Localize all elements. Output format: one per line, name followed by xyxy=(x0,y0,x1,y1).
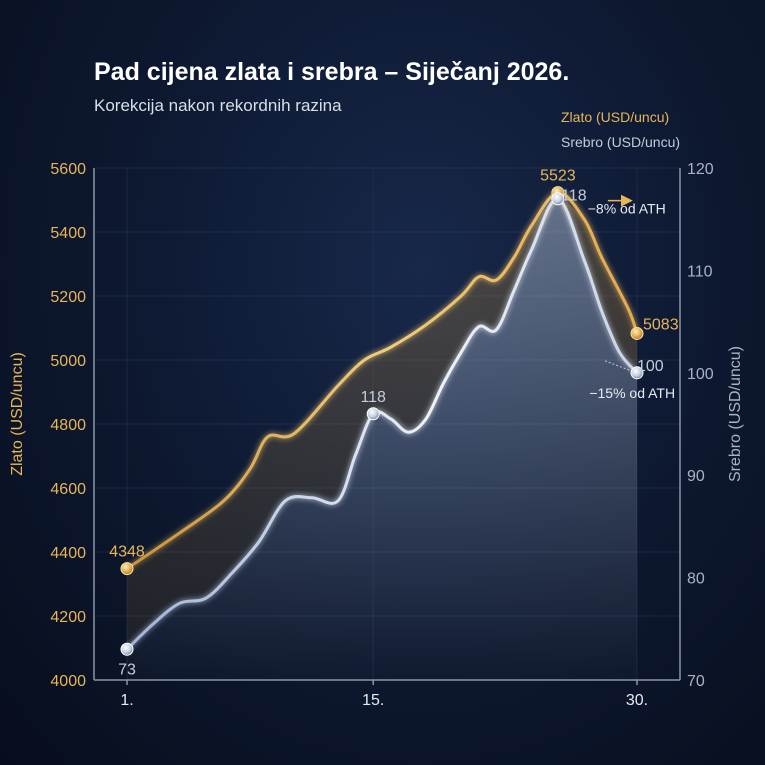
gold-ath-annotation: −8% od ATH xyxy=(588,201,666,217)
gold-point-label: 4348 xyxy=(109,544,145,561)
y-left-tick-label: 5400 xyxy=(50,225,86,242)
chart-title: Pad cijena zlata i srebra – Siječanj 202… xyxy=(94,58,570,86)
y-left-axis-title: Zlato (USD/uncu) xyxy=(9,352,26,476)
silver-point-label: 100 xyxy=(637,358,664,375)
spread-band-area xyxy=(127,194,637,650)
silver-point-marker xyxy=(630,366,644,380)
y-right-tick-label: 90 xyxy=(687,468,705,485)
gold-point-label: 5083 xyxy=(643,316,679,333)
silver-point-marker xyxy=(120,642,134,656)
y-right-tick-label: 70 xyxy=(687,673,705,690)
y-left-tick-label: 4800 xyxy=(50,417,86,434)
y-right-tick-label: 80 xyxy=(687,571,705,588)
x-tick-label: 30. xyxy=(626,692,648,709)
y-left-tick-label: 4600 xyxy=(50,481,86,498)
y-right-tick-label: 110 xyxy=(687,263,713,280)
silver-point-marker xyxy=(366,407,380,421)
silver-area xyxy=(127,198,637,680)
silver-annotation-pointer xyxy=(604,360,632,372)
x-tick-label: 1. xyxy=(120,692,133,709)
y-right-tick-label: 100 xyxy=(687,366,714,383)
y-left-tick-label: 4000 xyxy=(50,673,86,690)
silver-point-label: 118 xyxy=(561,188,587,205)
silver-ath-annotation: −15% od ATH xyxy=(589,385,675,401)
y-left-tick-label: 5600 xyxy=(50,161,86,178)
y-left-tick-label: 4400 xyxy=(50,545,86,562)
y-left-tick-label: 5200 xyxy=(50,289,86,306)
chart-subtitle: Korekcija nakon rekordnih razina xyxy=(94,96,342,115)
gold-point-label: 5523 xyxy=(540,168,576,185)
legend-gold-label: Zlato (USD/uncu) xyxy=(561,109,669,125)
gold-point-marker xyxy=(120,562,134,576)
legend: Zlato (USD/uncu) Srebro (USD/uncu) xyxy=(515,109,680,150)
y-left-tick-label: 5000 xyxy=(50,353,86,370)
y-right-tick-label: 120 xyxy=(687,161,714,178)
gold-series-line xyxy=(126,191,639,570)
silver-point-marker xyxy=(551,192,565,206)
y-left-tick-label: 4200 xyxy=(50,609,86,626)
x-tick-label: 15. xyxy=(362,692,384,709)
legend-silver-label: Srebro (USD/uncu) xyxy=(561,134,680,150)
silver-point-label: 118 xyxy=(360,389,386,406)
y-right-axis-title: Srebro (USD/uncu) xyxy=(727,346,744,482)
gold-point-marker xyxy=(630,326,644,340)
silver-point-label: 73 xyxy=(118,661,136,678)
